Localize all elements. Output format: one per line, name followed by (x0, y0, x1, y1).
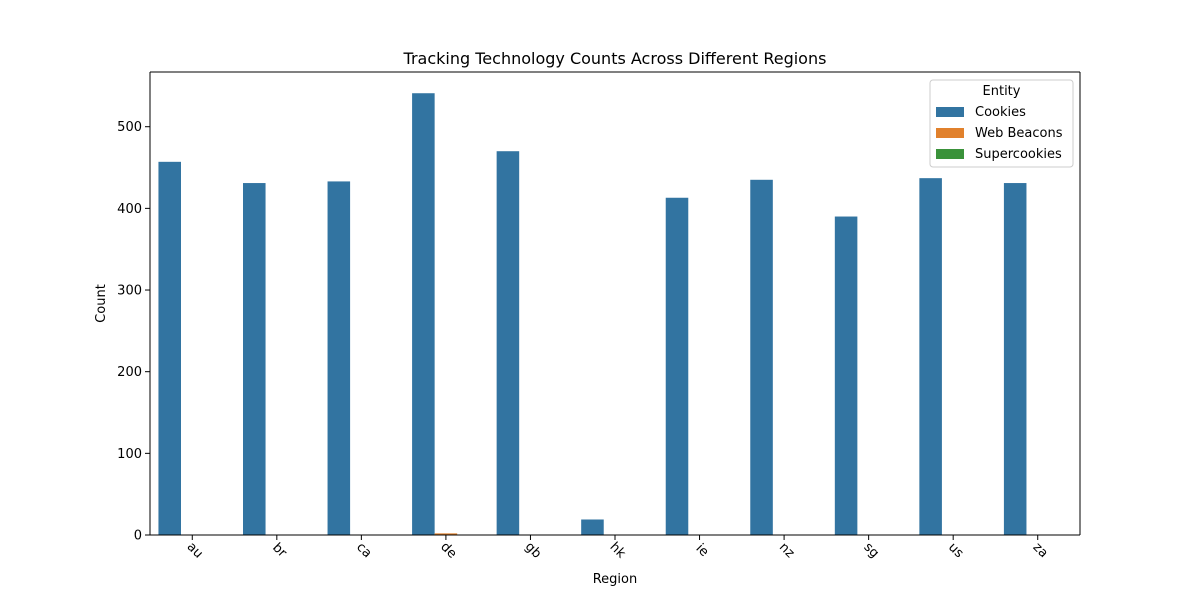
legend-swatch-cookies (936, 107, 964, 117)
x-tick-label: gb (522, 539, 544, 561)
chart-title: Tracking Technology Counts Across Differ… (403, 49, 827, 68)
x-tick-label: au (184, 539, 206, 561)
bar-cookies-au (158, 161, 181, 535)
x-tick-label: nz (776, 540, 797, 561)
legend-swatch-supercookies (936, 149, 964, 159)
legend: Entity Cookies Web Beacons Supercookies (929, 79, 1074, 168)
bar-cookies-ca (327, 181, 351, 536)
bar-web-beacons-de (434, 533, 458, 535)
bar-cookies-gb (496, 151, 520, 535)
legend-label-web-beacons: Web Beacons (975, 126, 1063, 141)
legend-swatch-web-beacons (936, 128, 964, 138)
bar-cookies-nz (750, 179, 773, 536)
x-tick-label: us (945, 540, 966, 561)
x-axis-label: Region (593, 572, 638, 587)
y-tick-label: 0 (134, 529, 142, 544)
legend-box (929, 79, 1074, 168)
bar-cookies-ie (665, 197, 689, 535)
x-tick-label: de (437, 539, 459, 561)
x-tick-label: ie (693, 541, 712, 560)
y-tick-label: 500 (117, 120, 142, 135)
bar-cookies-us (919, 178, 942, 535)
legend-label-cookies: Cookies (975, 105, 1026, 120)
legend-label-supercookies: Supercookies (975, 147, 1062, 162)
x-tick-label: sg (860, 540, 881, 561)
plot-area: 0 100 200 300 400 500 au br ca de gb hk ie nz sg us za (117, 71, 1081, 562)
y-axis-label: Count (94, 284, 109, 323)
x-tick-label: br (269, 540, 290, 561)
legend-title: Entity (983, 84, 1021, 99)
x-tick-label: ca (353, 540, 374, 561)
x-tick-label: za (1030, 540, 1051, 561)
y-tick-label: 400 (117, 202, 142, 217)
y-tick-label: 100 (117, 447, 142, 462)
x-tick-label: hk (607, 540, 629, 562)
bar-cookies-hk (581, 519, 604, 535)
bar-cookies-de (412, 93, 435, 535)
bar-cookies-sg (834, 216, 858, 535)
y-tick-label: 300 (117, 284, 142, 299)
y-tick-label: 200 (117, 365, 142, 380)
bar-cookies-br (243, 183, 266, 536)
bar-cookies-za (1003, 183, 1027, 536)
